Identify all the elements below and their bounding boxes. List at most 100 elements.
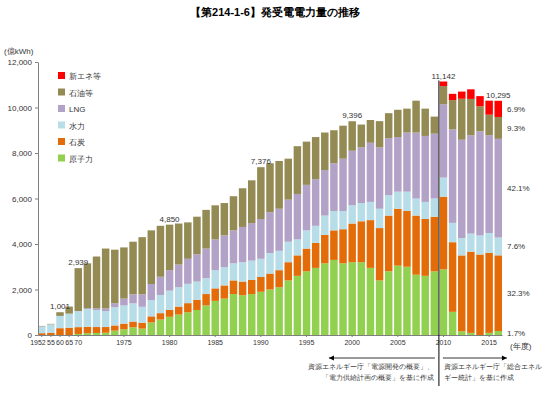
x-tick: 1985 — [207, 335, 223, 346]
bar — [148, 284, 155, 300]
bar — [294, 239, 301, 255]
bar — [93, 257, 100, 309]
bar — [166, 291, 173, 310]
bar — [458, 331, 465, 335]
bar — [157, 277, 164, 295]
bar — [294, 276, 301, 335]
bar — [239, 282, 246, 296]
x-tick: 70 — [74, 335, 82, 346]
bar — [193, 282, 200, 300]
x-tick: 1980 — [162, 335, 178, 346]
bar — [467, 252, 474, 333]
bar — [202, 278, 209, 294]
bar-series — [38, 197, 502, 335]
bar — [476, 254, 483, 335]
bar — [303, 142, 310, 185]
bar — [285, 159, 292, 200]
bar — [257, 219, 264, 259]
tick-mark — [169, 335, 170, 337]
bar — [65, 328, 72, 335]
legend-item: 水力 — [58, 122, 85, 131]
bar — [47, 324, 54, 332]
bar — [285, 262, 292, 280]
bar — [175, 287, 182, 306]
arrow-head — [502, 356, 507, 361]
legend-item: LNG — [58, 105, 85, 114]
tick-mark — [50, 335, 51, 337]
bar — [431, 117, 438, 134]
bar — [485, 135, 492, 233]
bar — [385, 195, 392, 215]
bar — [148, 316, 155, 322]
bar — [38, 326, 45, 333]
bar — [467, 135, 474, 233]
bar — [440, 82, 447, 87]
total-label: 4,850 — [160, 215, 181, 224]
y-tick: 6,000 — [12, 195, 38, 204]
bar — [157, 226, 164, 277]
tick-mark — [78, 335, 79, 337]
bar — [394, 209, 401, 266]
bar — [303, 185, 310, 231]
bar — [367, 143, 374, 202]
bar — [294, 194, 301, 240]
bar — [321, 170, 328, 216]
bar — [248, 180, 255, 223]
bar — [330, 260, 337, 335]
tick-label: 1985 — [207, 339, 223, 346]
tick-mark — [35, 153, 38, 154]
bar — [75, 311, 82, 327]
bar — [230, 280, 237, 294]
bar-series — [38, 86, 502, 326]
bar — [275, 161, 282, 209]
legend-swatch — [58, 155, 65, 162]
x-tick: 60 — [56, 335, 64, 346]
bar-series — [75, 104, 502, 311]
y-tick: 2,000 — [12, 286, 38, 295]
tick-label: 8,000 — [12, 149, 33, 158]
source-divider — [438, 81, 439, 386]
bar — [431, 271, 438, 335]
bar — [458, 238, 465, 255]
tick-mark — [35, 290, 38, 291]
bar — [403, 267, 410, 335]
bar — [275, 251, 282, 270]
bar — [458, 92, 465, 99]
bar — [412, 133, 419, 199]
legend-item: 原子力 — [58, 155, 93, 164]
tick-mark — [215, 335, 216, 337]
total-label: 11,142 — [432, 72, 456, 81]
legend-swatch — [58, 89, 65, 96]
bar — [403, 133, 410, 192]
bar — [175, 224, 182, 265]
bar — [75, 334, 82, 335]
tick-label: 4,000 — [12, 240, 33, 249]
bar — [166, 310, 173, 317]
bar — [421, 276, 428, 335]
tick-label: 2010 — [436, 339, 452, 346]
legend-label: LNG — [69, 105, 85, 114]
tick-mark — [443, 335, 444, 337]
bar — [440, 269, 447, 335]
legend-label: 石炭 — [69, 138, 85, 147]
bar — [449, 100, 456, 129]
share-label: 42.1% — [507, 184, 530, 193]
bar — [449, 223, 456, 242]
bar — [166, 225, 173, 271]
share-label: 6.9% — [507, 105, 525, 114]
bar — [266, 274, 273, 290]
bar — [239, 227, 246, 262]
bar — [458, 99, 465, 140]
bar — [476, 131, 483, 235]
bar — [303, 271, 310, 335]
x-tick: 65 — [65, 335, 73, 346]
bar — [120, 247, 127, 298]
tick-mark — [35, 335, 38, 336]
x-tick: 1952 — [30, 335, 46, 346]
bar — [211, 205, 218, 239]
bar — [485, 253, 492, 333]
tick-label: 65 — [65, 339, 73, 346]
legend-item: 石炭 — [58, 138, 85, 147]
bar — [202, 294, 209, 305]
arrow — [329, 358, 435, 359]
